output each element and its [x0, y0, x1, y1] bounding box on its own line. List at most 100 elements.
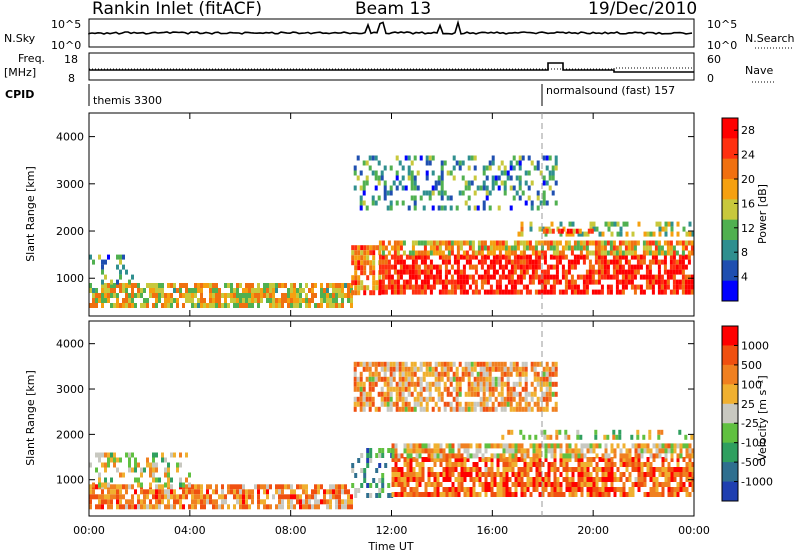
- heat-cell: [451, 462, 455, 467]
- heat-cell: [101, 269, 104, 275]
- heat-cell: [559, 448, 563, 454]
- heat-cell: [372, 255, 376, 261]
- heat-cell: [448, 477, 452, 482]
- heat-cell: [446, 401, 450, 407]
- heat-cell: [421, 443, 425, 449]
- heat-cell: [509, 401, 513, 407]
- heat-cell: [585, 250, 589, 256]
- heat-cell: [597, 264, 601, 270]
- colorbar-swatch: [722, 481, 738, 502]
- heat-cell: [663, 289, 667, 295]
- heat-cell: [682, 482, 686, 487]
- heat-cell: [621, 240, 625, 246]
- heat-cell: [443, 366, 447, 372]
- heat-cell: [380, 175, 384, 181]
- heat-cell: [416, 401, 420, 407]
- heat-cell: [630, 264, 634, 270]
- heat-cell: [128, 452, 131, 458]
- heat-cell: [200, 303, 203, 308]
- heat-cell: [360, 265, 364, 271]
- heat-cell: [639, 274, 643, 280]
- heat-cell: [335, 293, 338, 298]
- heat-cell: [353, 396, 357, 402]
- heat-cell: [490, 457, 494, 462]
- heat-cell: [622, 462, 626, 467]
- heat-cell: [604, 462, 608, 467]
- heat-cell: [362, 396, 366, 402]
- heat-cell: [149, 283, 152, 288]
- heat-cell: [402, 264, 406, 270]
- heat-cell: [544, 231, 548, 237]
- heat-cell: [472, 462, 476, 467]
- heat-cell: [326, 293, 329, 298]
- heat-cell: [158, 288, 161, 293]
- heat-cell: [435, 274, 439, 280]
- heat-cell: [566, 228, 570, 234]
- heat-cell: [646, 462, 650, 467]
- heat-cell: [391, 448, 395, 454]
- heat-cell: [422, 406, 426, 412]
- heat-cell: [410, 170, 414, 176]
- heat-cell: [391, 457, 395, 462]
- heat-cell: [380, 361, 384, 367]
- heat-cell: [610, 467, 614, 472]
- heat-cell: [338, 283, 341, 288]
- heat-cell: [398, 366, 402, 372]
- heat-cell: [474, 254, 478, 260]
- heat-cell: [224, 298, 227, 303]
- heat-cell: [125, 303, 128, 308]
- heat-cell: [452, 386, 456, 392]
- heat-cell: [469, 467, 473, 472]
- heat-cell: [269, 504, 272, 510]
- heat-cell: [233, 484, 236, 490]
- heat-cell: [386, 190, 390, 196]
- heat-cell: [481, 472, 485, 477]
- heat-cell: [529, 477, 533, 482]
- heat-cell: [394, 492, 398, 497]
- heat-cell: [529, 443, 533, 449]
- heat-cell: [409, 492, 413, 497]
- heat-cell: [539, 200, 543, 206]
- heat-cell: [530, 361, 534, 367]
- heat-cell: [497, 366, 501, 372]
- heat-cell: [500, 366, 504, 372]
- heat-cell: [272, 298, 275, 303]
- heat-cell: [429, 274, 433, 280]
- heat-cell: [688, 448, 692, 454]
- heat-cell: [443, 205, 447, 211]
- heat-cell: [221, 504, 224, 510]
- heat-cell: [657, 245, 661, 251]
- heat-cell: [657, 240, 661, 246]
- heat-cell: [521, 386, 525, 392]
- heat-cell: [359, 401, 363, 407]
- heat-cell: [526, 477, 530, 482]
- heat-cell: [621, 289, 625, 295]
- heat-cell: [290, 489, 293, 495]
- heat-cell: [366, 453, 370, 458]
- heat-cell: [101, 504, 104, 510]
- heat-cell: [639, 259, 643, 265]
- heat-cell: [448, 462, 452, 467]
- heat-cell: [460, 453, 464, 459]
- heat-cell: [595, 487, 599, 492]
- heat-cell: [568, 467, 572, 472]
- heat-cell: [492, 289, 496, 295]
- heat-cell: [679, 487, 683, 492]
- heat-cell: [293, 494, 296, 500]
- heat-cell: [359, 195, 363, 201]
- heat-cell: [425, 175, 429, 181]
- heat-cell: [415, 487, 419, 492]
- heat-cell: [535, 487, 539, 492]
- heat-cell: [353, 165, 357, 171]
- heat-cell: [212, 504, 215, 510]
- heat-cell: [182, 494, 185, 500]
- heat-cell: [441, 254, 445, 260]
- heat-cell: [443, 371, 447, 377]
- heat-cell: [417, 240, 421, 246]
- heat-cell: [146, 303, 149, 308]
- heat-cell: [532, 453, 536, 459]
- heat-cell: [365, 175, 369, 181]
- heat-cell: [236, 288, 239, 293]
- heat-cell: [527, 185, 531, 191]
- heat-cell: [447, 279, 451, 285]
